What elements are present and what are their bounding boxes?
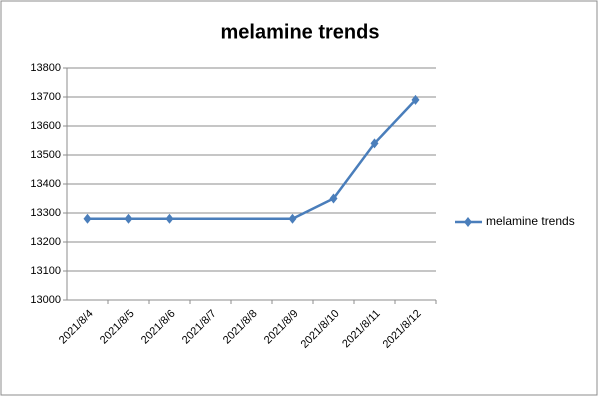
data-point bbox=[411, 94, 420, 105]
data-point bbox=[83, 213, 92, 224]
y-tick-label: 13600 bbox=[30, 120, 61, 132]
y-tick-label: 13100 bbox=[30, 265, 61, 277]
chart-title: melamine trends bbox=[221, 21, 380, 43]
data-point bbox=[124, 213, 133, 224]
y-tick-label: 13200 bbox=[30, 236, 61, 248]
data-point bbox=[370, 138, 379, 149]
legend-marker bbox=[464, 217, 472, 227]
y-tick-label: 13000 bbox=[30, 294, 61, 306]
data-point bbox=[288, 213, 297, 224]
data-point bbox=[165, 213, 174, 224]
y-tick-label: 13800 bbox=[30, 62, 61, 74]
y-tick-label: 13700 bbox=[30, 91, 61, 103]
y-tick-label: 13500 bbox=[30, 149, 61, 161]
legend-label: melamine trends bbox=[486, 214, 575, 228]
data-point bbox=[329, 193, 338, 204]
y-tick-label: 13300 bbox=[30, 207, 61, 219]
y-tick-label: 13400 bbox=[30, 178, 61, 190]
